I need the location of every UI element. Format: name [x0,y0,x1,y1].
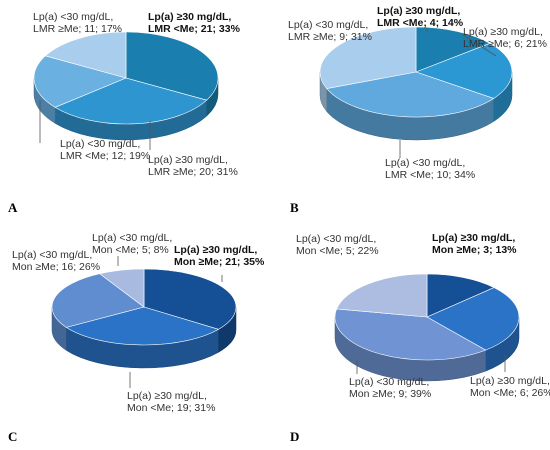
pie-side-walls [319,71,513,141]
panel-letter: A [8,200,18,215]
pie-slice-c-2 [65,306,220,346]
slice-label-line: Lp(a) <30 mg/dL, [385,157,465,169]
slice-label-line: Lp(a) <30 mg/dL, [288,19,368,31]
slice-label-line: LMR ≥Me; 11; 17% [33,23,122,35]
pie-panel-c: Lp(a) ≥30 mg/dL, Mon ≥Me; 21; 35%Lp(a) ≥3… [8,232,265,444]
slice-label-line: LMR ≥Me; 20; 31% [148,166,238,178]
slice-label: Lp(a) <30 mg/dL, Mon <Me; 5; 22% [296,233,379,257]
slice-label-line: Lp(a) <30 mg/dL, [60,138,140,150]
slice-label-line: Mon <Me; 5; 8% [92,244,169,256]
leader-line [462,34,497,57]
slice-label-line: Lp(a) <30 mg/dL, [33,11,113,23]
pie-panel-b: Lp(a) ≥30 mg/dL, LMR <Me; 4; 14%Lp(a) ≥30… [288,5,547,215]
pie-slice-b-4 [319,26,417,89]
panel-letter: B [290,200,299,215]
slice-label: Lp(a) <30 mg/dL, LMR <Me; 12; 19% [60,138,150,162]
slice-label: Lp(a) <30 mg/dL, LMR ≥Me; 9; 31% [288,19,372,43]
pie-slice-c-4 [98,268,145,308]
slice-label-line: Mon <Me; 6; 26% [470,387,550,399]
pie-slice-a-3 [33,55,127,108]
pie-panel-a: Lp(a) ≥30 mg/dL, LMR <Me; 21; 33%Lp(a) ≥3… [8,11,241,215]
slice-label-line: Lp(a) ≥30 mg/dL, [432,232,515,244]
slice-label: Lp(a) <30 mg/dL, LMR <Me; 10; 34% [385,157,475,181]
slice-label-line: Lp(a) <30 mg/dL, [296,233,376,245]
slice-label-line: Lp(a) ≥30 mg/dL, [470,375,550,387]
panel-letter: C [8,429,17,444]
slice-label: Lp(a) ≥30 mg/dL, Mon <Me; 6; 26% [470,375,550,399]
slice-label: Lp(a) <30 mg/dL, LMR ≥Me; 11; 17% [33,11,122,35]
slice-label-line: LMR ≥Me; 6; 21% [463,38,547,50]
slice-label-line: Mon ≥Me; 3; 13% [432,244,517,256]
slice-label-line: Lp(a) <30 mg/dL, [92,232,172,244]
slice-label: Lp(a) ≥30 mg/dL, LMR ≥Me; 20; 31% [148,154,238,178]
pie-slice-b-3 [326,71,495,118]
slice-label: Lp(a) <30 mg/dL, Mon ≥Me; 16; 26% [12,249,100,273]
slice-label-line: Lp(a) ≥30 mg/dL, [148,154,228,166]
slice-label: Lp(a) <30 mg/dL, Mon ≥Me; 9; 39% [349,376,431,400]
slice-label-line: LMR <Me; 4; 14% [377,17,464,29]
slice-label-line: Mon ≥Me; 9; 39% [349,388,431,400]
pie-slice-b-1 [415,26,491,73]
slice-label-line: Lp(a) ≥30 mg/dL, [174,244,257,256]
pie-slice-c-3 [51,273,145,328]
slice-label-line: LMR <Me; 10; 34% [385,169,475,181]
pie-slice-a-1 [125,31,219,101]
slice-label-line: LMR <Me; 12; 19% [60,150,150,162]
slice-label: Lp(a) <30 mg/dL, Mon <Me; 5; 8% [92,232,172,256]
slice-label-line: Lp(a) ≥30 mg/dL, [463,26,543,38]
slice-label-line: Lp(a) <30 mg/dL, [12,249,92,261]
pie-slice-d-2 [426,287,520,351]
slice-label: Lp(a) ≥30 mg/dL, Mon ≥Me; 3; 13% [432,232,517,256]
pie-slice-d-1 [426,273,495,318]
slice-label: Lp(a) ≥30 mg/dL, LMR <Me; 21; 33% [148,11,241,35]
panel-letter: D [290,429,299,444]
pie-slice-d-4 [336,273,428,318]
slice-label: Lp(a) ≥30 mg/dL, LMR ≥Me; 6; 21% [463,26,547,50]
slice-label-line: Mon <Me; 19; 31% [127,402,215,414]
pie-slice-a-2 [54,77,208,125]
slice-label-line: Mon ≥Me; 16; 26% [12,261,100,273]
slice-label-line: Lp(a) ≥30 mg/dL, [148,11,231,23]
slice-label-line: LMR <Me; 21; 33% [148,23,241,35]
slice-label: Lp(a) ≥30 mg/dL, Mon <Me; 19; 31% [127,390,215,414]
slice-label-line: Lp(a) <30 mg/dL, [349,376,429,388]
slice-label-line: Mon <Me; 5; 22% [296,245,379,257]
pie-side-walls [51,306,237,369]
pie-panel-d: Lp(a) ≥30 mg/dL, Mon ≥Me; 3; 13%Lp(a) ≥30… [290,232,550,444]
slice-label-line: Mon ≥Me; 21; 35% [174,256,265,268]
pie-slice-b-2 [415,42,513,99]
slice-label-line: Lp(a) ≥30 mg/dL, [127,390,207,402]
pie-slice-d-3 [334,308,487,361]
slice-label: Lp(a) ≥30 mg/dL, Mon ≥Me; 21; 35% [174,244,265,268]
pie-slice-c-1 [143,268,237,330]
slice-label-line: LMR ≥Me; 9; 31% [288,31,372,43]
pie-slice-a-4 [44,31,127,79]
slice-label-line: Lp(a) ≥30 mg/dL, [377,5,460,17]
slice-label: Lp(a) ≥30 mg/dL, LMR <Me; 4; 14% [377,5,464,29]
